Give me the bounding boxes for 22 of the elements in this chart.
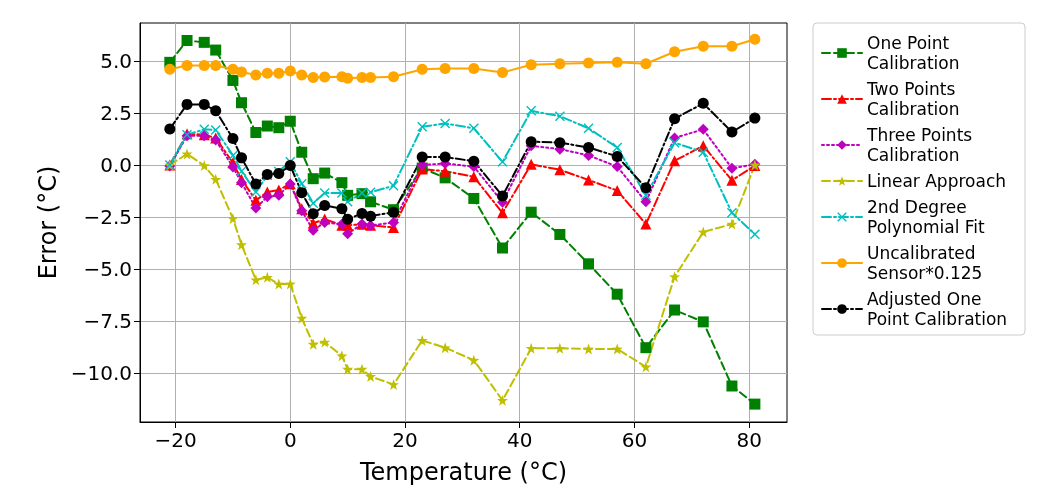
y-tick-label: −10.0 [70, 361, 132, 386]
y-axis-title: Error (°C) [33, 165, 62, 280]
y-tick-label: −2.5 [83, 204, 132, 229]
x-axis-title: Temperature (°C) [358, 458, 568, 486]
x-tick-label: −20 [154, 428, 197, 452]
x-tick-label: 60 [621, 428, 648, 452]
y-tick-label: −5.0 [83, 257, 132, 282]
y-tick-label: 2.5 [100, 100, 132, 125]
y-tick-label: −7.5 [83, 309, 132, 334]
y-tick-label: 0.0 [100, 152, 132, 177]
x-tick-label: 0 [283, 428, 297, 452]
x-tick-label: 40 [506, 428, 533, 452]
y-tick-label: 5.0 [100, 48, 132, 73]
legend-label: Two Points Calibration [866, 79, 961, 119]
x-tick-label: 80 [736, 428, 762, 452]
legend-label: Uncalibrated Sensor*0.125 [867, 243, 983, 283]
x-tick-label: 20 [392, 428, 418, 452]
legend-label: Three Points Calibration [866, 125, 978, 165]
legend-label: Linear Approach [867, 171, 1007, 191]
legend-label: 2nd Degree Polynomial Fit [867, 197, 986, 237]
legend-label: Adjusted One Point Calibration [867, 289, 1008, 329]
legend-label: One Point Calibration [867, 33, 960, 73]
